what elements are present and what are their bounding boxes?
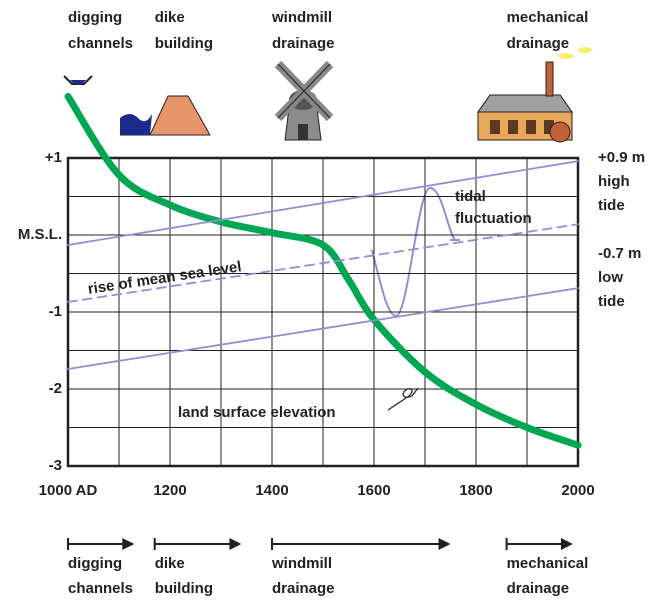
tide-label: tide	[598, 293, 625, 310]
dike-icon	[120, 95, 211, 136]
period-label: dike	[155, 9, 185, 26]
arrow-head	[229, 538, 242, 550]
period-label: building	[155, 580, 213, 597]
series-label: rise of mean sea level	[87, 258, 243, 298]
arrow-head	[560, 538, 573, 550]
y-tick-label: -2	[49, 380, 62, 397]
period-label: building	[155, 35, 213, 52]
tide-label: tide	[598, 197, 625, 214]
series-label: land surface elevation	[178, 404, 336, 421]
tide-label: low	[598, 269, 623, 286]
windmill-icon	[274, 60, 334, 141]
y-tick-label: -3	[49, 457, 62, 474]
y-tick-label: +1	[45, 149, 62, 166]
channel-icon	[63, 75, 93, 85]
x-tick-label: 1000 AD	[39, 482, 98, 499]
y-tick-label: M.S.L.	[18, 226, 62, 243]
period-label: drainage	[272, 35, 335, 52]
period-label: dike	[155, 555, 185, 572]
sea-level-line	[67, 287, 579, 370]
arrow-head	[438, 538, 451, 550]
period-label: mechanical	[507, 555, 589, 572]
period-label: drainage	[272, 580, 335, 597]
period-label: digging	[68, 9, 122, 26]
annotation: fluctuation	[455, 210, 532, 227]
tide-label: +0.9 m	[598, 149, 645, 166]
leader-line	[387, 387, 419, 411]
period-label: mechanical	[507, 9, 589, 26]
x-tick-label: 2000	[561, 482, 594, 499]
pumping-station-icon	[477, 47, 592, 143]
x-tick-label: 1600	[357, 482, 390, 499]
period-label: windmill	[271, 555, 332, 572]
plot-frame	[66, 156, 580, 468]
period-label: drainage	[507, 580, 570, 597]
period-label: channels	[68, 580, 133, 597]
arrow-head	[122, 538, 135, 550]
x-tick-label: 1400	[255, 482, 288, 499]
sea-level-line	[67, 160, 579, 246]
sea-level-line	[67, 223, 579, 303]
period-label: digging	[68, 555, 122, 572]
land-surface-line	[64, 92, 582, 449]
tidal-wave	[371, 186, 460, 318]
period-label: drainage	[507, 35, 570, 52]
period-label: channels	[68, 35, 133, 52]
tide-label: -0.7 m	[598, 245, 641, 262]
y-tick-label: -1	[49, 303, 62, 320]
x-tick-label: 1800	[459, 482, 492, 499]
period-label: windmill	[271, 9, 332, 26]
x-tick-label: 1200	[153, 482, 186, 499]
tide-label: high	[598, 173, 630, 190]
